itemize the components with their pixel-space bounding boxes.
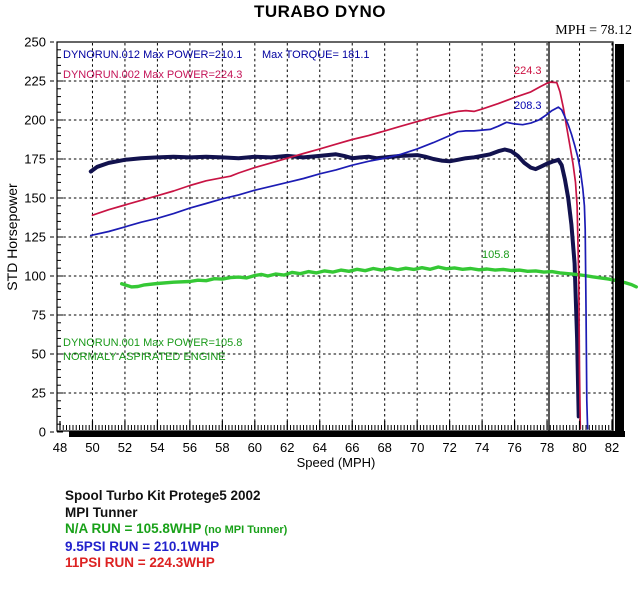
- legend-max-torque: Max TORQUE= 181.1: [262, 49, 370, 61]
- y-tick-label: 250: [24, 35, 46, 50]
- right-axis-bar: [615, 44, 624, 437]
- peak-label-11psi: 224.3: [514, 65, 542, 77]
- y-tick-label: 150: [24, 191, 46, 206]
- caption-block: Spool Turbo Kit Protege5 2002 MPI Tunner…: [65, 488, 287, 572]
- x-tick-label: 82: [605, 440, 619, 455]
- legend-run-012: DYNORUN.012 Max POWER=210.1: [63, 49, 243, 61]
- na-run-annotation-line2: NORMALY ASPIRATED ENGINE: [63, 351, 226, 363]
- caption-11psi-run: 11PSI RUN = 224.3WHP: [65, 555, 215, 570]
- peak-label-95psi: 208.3: [514, 100, 542, 112]
- y-tick-label: 75: [32, 308, 46, 323]
- x-tick-label: 56: [183, 440, 197, 455]
- x-tick-label: 50: [85, 440, 99, 455]
- caption-na-run: N/A RUN = 105.8WHP (no MPI Tunner): [65, 521, 287, 539]
- y-tick-label: 50: [32, 347, 46, 362]
- caption-na-run-value: N/A RUN = 105.8WHP: [65, 521, 202, 536]
- curve-run-95psi-dynorun-012: [89, 106, 589, 430]
- y-tick-label: 200: [24, 113, 46, 128]
- x-tick-label: 54: [150, 440, 164, 455]
- cursor-mph-readout: MPH = 78.12: [555, 23, 632, 38]
- x-tick-label: 72: [442, 440, 456, 455]
- y-axis-title: STD Horsepower: [4, 183, 20, 291]
- caption-tuner: MPI Tunner: [65, 504, 138, 520]
- y-tick-label: 0: [39, 425, 46, 440]
- na-run-annotation: DYNORUN.001 Max POWER=105.8 NORMALY ASPI…: [63, 336, 242, 364]
- x-axis-title: Speed (MPH): [296, 455, 376, 470]
- y-tick-label: 100: [24, 269, 46, 284]
- x-tick-label: 80: [572, 440, 586, 455]
- x-tick-label: 62: [280, 440, 294, 455]
- x-tick-label: 58: [215, 440, 229, 455]
- curve-torque-trace: [88, 147, 581, 419]
- bottom-axis-bar: [69, 431, 625, 437]
- x-tick-label: 66: [345, 440, 359, 455]
- dyno-plot: 0 25 50 75 100 125 150 175 200 225 250 48 50 52 54 56 58…: [24, 35, 638, 455]
- x-tick-label: 52: [118, 440, 132, 455]
- x-tick-label: 48: [53, 440, 67, 455]
- caption-na-run-suffix: (no MPI Tunner): [204, 524, 288, 536]
- x-tick-label: 68: [377, 440, 391, 455]
- x-tick-label: 74: [475, 440, 489, 455]
- y-tick-label: 175: [24, 152, 46, 167]
- legend-run-002: DYNORUN.002 Max POWER=224.3: [63, 69, 243, 81]
- na-run-annotation-line1: DYNORUN.001 Max POWER=105.8: [63, 337, 243, 349]
- page-title: TURABO DYNO: [253, 2, 387, 21]
- y-tick-label: 125: [24, 230, 46, 245]
- x-tick-label: 78: [540, 440, 554, 455]
- x-tick-label: 70: [410, 440, 424, 455]
- caption-95psi-run: 9.5PSI RUN = 210.1WHP: [65, 538, 220, 554]
- peak-label-na: 105.8: [482, 249, 510, 261]
- x-tick-label: 76: [507, 440, 521, 455]
- x-tick-label: 64: [313, 440, 327, 455]
- x-tick-label: 60: [248, 440, 262, 455]
- curve-na-run-dynorun-001: [119, 265, 638, 289]
- y-tick-label: 25: [32, 386, 46, 401]
- caption-kit: Spool Turbo Kit Protege5 2002: [65, 488, 261, 503]
- y-tick-label: 225: [24, 74, 46, 89]
